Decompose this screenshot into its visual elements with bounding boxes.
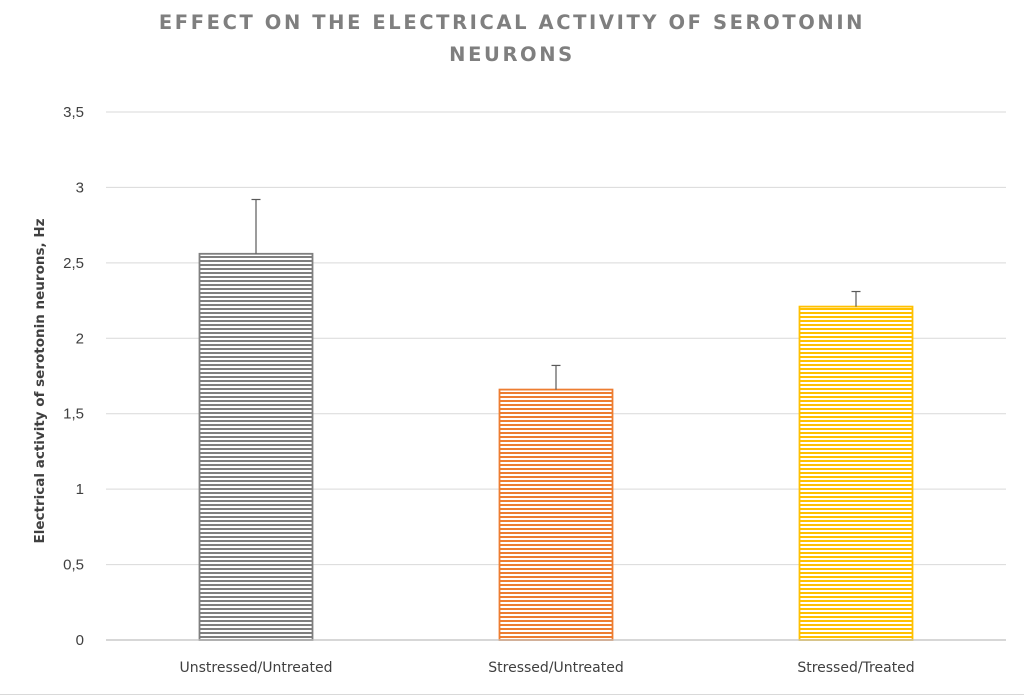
bar (798, 305, 914, 641)
y-tick-label: 3,5 (63, 104, 84, 121)
x-category-label: Stressed/Untreated (488, 660, 623, 676)
error-bars (251, 198, 861, 390)
error-bar (851, 290, 861, 307)
error-bar (551, 364, 561, 390)
chart-title-line-2: NEURONS (449, 43, 575, 66)
x-category-label: Stressed/Treated (797, 660, 914, 676)
y-tick-label: 3 (76, 179, 84, 196)
chart-title: EFFECT ON THE ELECTRICAL ACTIVITY OF SER… (0, 7, 1024, 71)
y-tick-label: 0 (76, 632, 84, 649)
error-bar (251, 198, 261, 254)
y-tick-label: 1 (76, 481, 84, 498)
bars (198, 252, 914, 641)
bar (498, 388, 614, 641)
bar (198, 252, 314, 641)
x-axis-labels: Unstressed/Untreated Stressed/Untreated St… (179, 660, 914, 676)
y-tick-label: 2 (76, 330, 84, 347)
chart-title-line-1: EFFECT ON THE ELECTRICAL ACTIVITY OF SER… (158, 11, 866, 34)
y-tick-label: 1,5 (63, 406, 84, 423)
y-tick-label: 0,5 (63, 557, 84, 574)
y-axis-ticks: 0 0,5 1 1,5 2 2,5 3 3,5 (63, 104, 84, 649)
y-tick-label: 2,5 (63, 255, 84, 272)
y-axis-title: Electrical activity of serotonin neurons… (32, 218, 48, 543)
x-category-label: Unstressed/Untreated (179, 660, 332, 676)
